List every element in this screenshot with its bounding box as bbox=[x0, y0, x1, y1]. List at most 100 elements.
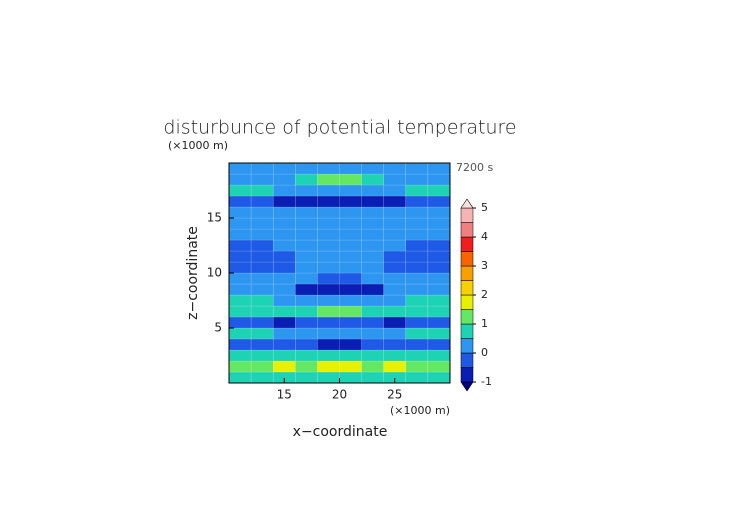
contour-cell bbox=[228, 272, 252, 285]
contour-cell bbox=[405, 261, 429, 274]
contour-cell bbox=[250, 250, 274, 263]
contour-cell bbox=[295, 360, 318, 373]
contour-cell bbox=[427, 217, 451, 230]
contour-cell bbox=[361, 371, 384, 384]
contour-cell bbox=[383, 316, 407, 329]
contour-cell bbox=[295, 305, 318, 318]
contour-cell bbox=[228, 327, 252, 340]
contour-cell bbox=[361, 294, 384, 307]
contour-cell bbox=[272, 360, 296, 373]
contour-cell bbox=[427, 305, 451, 318]
contour-cell bbox=[361, 272, 384, 285]
contour-cell bbox=[339, 272, 362, 285]
contour-cell bbox=[361, 349, 384, 362]
contour-cell bbox=[405, 327, 429, 340]
contour-cell bbox=[361, 239, 384, 252]
contour-cell bbox=[250, 327, 274, 340]
contour-cell bbox=[405, 316, 429, 329]
contour-cell bbox=[339, 283, 362, 296]
contour-cell bbox=[295, 294, 318, 307]
contour-cell bbox=[361, 261, 384, 274]
contour-cell bbox=[250, 162, 274, 175]
contour-cell bbox=[405, 283, 429, 296]
contour-cell bbox=[383, 338, 407, 351]
contour-cell bbox=[427, 316, 451, 329]
contour-cell bbox=[250, 272, 274, 285]
contour-cell bbox=[272, 305, 296, 318]
contour-cell bbox=[405, 250, 429, 263]
contour-cell bbox=[272, 261, 296, 274]
contour-cell bbox=[317, 250, 340, 263]
x-tick-label: 15 bbox=[277, 388, 292, 402]
contour-cell bbox=[317, 316, 340, 329]
contour-cell bbox=[339, 162, 362, 175]
colorbar-tick-label: 1 bbox=[481, 317, 488, 330]
contour-cell bbox=[427, 228, 451, 241]
contour-cell bbox=[383, 305, 407, 318]
contour-cell bbox=[427, 360, 451, 373]
contour-cell bbox=[295, 283, 318, 296]
contour-cell bbox=[405, 305, 429, 318]
contour-cell bbox=[317, 195, 340, 208]
contour-cell bbox=[317, 228, 340, 241]
contour-cell bbox=[228, 184, 252, 197]
contour-cell bbox=[228, 206, 252, 219]
contour-cell bbox=[317, 360, 340, 373]
contour-cell bbox=[361, 250, 384, 263]
contour-cell bbox=[272, 272, 296, 285]
contour-cell bbox=[317, 184, 340, 197]
contour-cell bbox=[272, 349, 296, 362]
contour-cell bbox=[272, 327, 296, 340]
contour-cell bbox=[272, 195, 296, 208]
contour-cell bbox=[228, 283, 252, 296]
colorbar-band bbox=[460, 338, 474, 354]
contour-cell bbox=[295, 195, 318, 208]
contour-cell bbox=[361, 162, 384, 175]
contour-cell bbox=[317, 162, 340, 175]
contour-cell bbox=[339, 360, 362, 373]
contour-cell bbox=[317, 349, 340, 362]
contour-cell bbox=[361, 217, 384, 230]
contour-cell bbox=[295, 261, 318, 274]
contour-cell bbox=[405, 239, 429, 252]
contour-cell bbox=[272, 239, 296, 252]
contour-cell bbox=[405, 184, 429, 197]
contour-cell bbox=[317, 272, 340, 285]
contour-cell bbox=[295, 239, 318, 252]
contour-cell bbox=[250, 173, 274, 186]
contour-cell bbox=[339, 195, 362, 208]
contour-cell bbox=[383, 327, 407, 340]
colorbar-band bbox=[460, 222, 474, 238]
contour-cell bbox=[317, 239, 340, 252]
contour-cell bbox=[361, 173, 384, 186]
contour-cell bbox=[317, 173, 340, 186]
contour-cell bbox=[295, 228, 318, 241]
contour-cell bbox=[272, 228, 296, 241]
contour-cell bbox=[427, 371, 451, 384]
contour-cell bbox=[295, 349, 318, 362]
contour-cell bbox=[339, 338, 362, 351]
contour-cell bbox=[250, 184, 274, 197]
colorbar-tick-label: -1 bbox=[481, 375, 492, 388]
colorbar-tick-label: 0 bbox=[481, 346, 488, 359]
contour-cell bbox=[427, 195, 451, 208]
contour-cell bbox=[228, 349, 252, 362]
contour-cell bbox=[250, 195, 274, 208]
colorbar-band bbox=[460, 352, 474, 368]
contour-cell bbox=[361, 206, 384, 219]
contour-cell bbox=[228, 239, 252, 252]
contour-cell bbox=[383, 294, 407, 307]
contour-cell bbox=[427, 272, 451, 285]
contour-cell bbox=[317, 283, 340, 296]
contour-cell bbox=[405, 294, 429, 307]
contour-cell bbox=[427, 294, 451, 307]
contour-cell bbox=[295, 327, 318, 340]
contour-cell bbox=[383, 228, 407, 241]
contour-cell bbox=[383, 173, 407, 186]
contour-cell bbox=[228, 316, 252, 329]
contour-cell bbox=[339, 250, 362, 263]
contour-cell bbox=[250, 316, 274, 329]
contour-cell bbox=[339, 294, 362, 307]
contour-cell bbox=[295, 250, 318, 263]
